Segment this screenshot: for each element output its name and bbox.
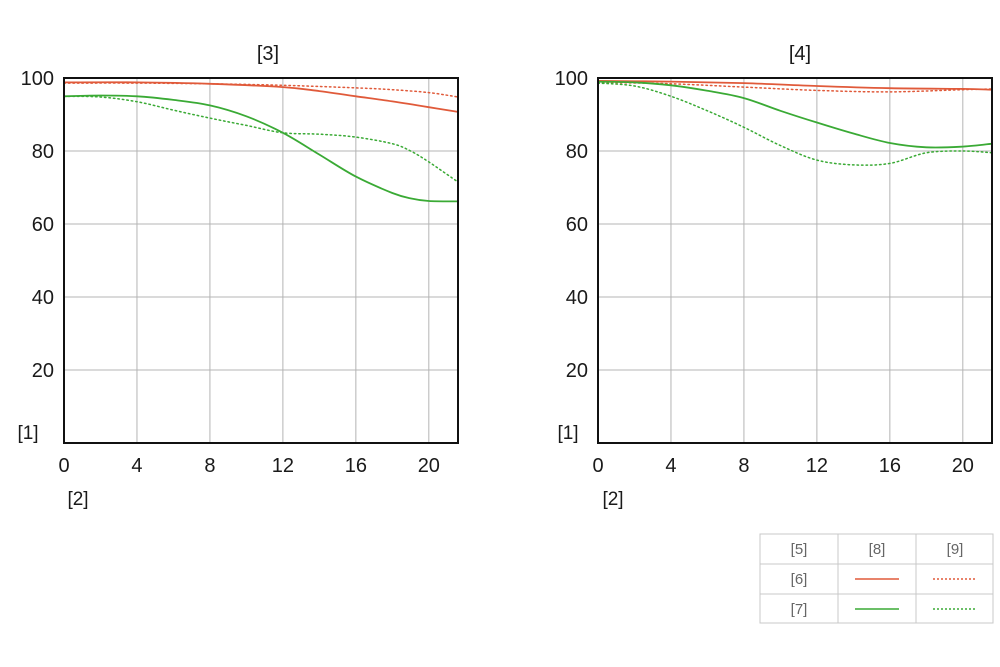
plot-frame <box>63 77 459 444</box>
y-axis-label: [1] <box>17 423 38 444</box>
y-tick-label: 80 <box>32 141 54 163</box>
series-line-dotted <box>597 82 993 166</box>
legend-table: [5] [8] [9] [6] [7] <box>759 533 994 624</box>
legend-header-label: [5] <box>791 541 808 558</box>
x-tick-label: 16 <box>879 455 901 477</box>
y-tick-label: 60 <box>566 214 588 236</box>
series-line-solid <box>597 80 993 91</box>
y-tick-label: 20 <box>32 360 54 382</box>
x-axis-label: [2] <box>67 489 88 510</box>
y-tick-label: 40 <box>32 287 54 309</box>
y-tick-label: 100 <box>555 68 588 90</box>
legend-grid <box>759 533 994 624</box>
x-axis-label: [2] <box>602 489 623 510</box>
x-tick-label: 12 <box>272 455 294 477</box>
legend-row-red-label: [6] <box>791 571 808 588</box>
y-tick-label: 40 <box>566 287 588 309</box>
y-axis-label: [1] <box>557 423 578 444</box>
x-tick-label: 0 <box>592 455 603 477</box>
y-tick-label: 80 <box>566 141 588 163</box>
x-tick-label: 0 <box>58 455 69 477</box>
series-line-dotted <box>63 95 459 183</box>
legend-header-dotted: [9] <box>947 541 964 558</box>
y-tick-label: 60 <box>32 214 54 236</box>
legend-row-green-label: [7] <box>791 601 808 618</box>
chart-title: [3] <box>257 43 279 65</box>
series-line-dotted <box>597 81 993 93</box>
series-line-solid <box>63 81 459 113</box>
chart-left: 20 40 60 80 100 0 4 8 12 16 20 [3] [1] [2] <box>17 43 459 510</box>
x-tick-label: 16 <box>345 455 367 477</box>
series-line-solid <box>597 80 993 149</box>
chart-right: 20 40 60 80 100 0 4 8 12 16 20 [4] [1] [2] <box>555 43 993 510</box>
x-tick-label: 8 <box>204 455 215 477</box>
series-line-dotted <box>63 82 459 98</box>
x-tick-label: 20 <box>418 455 440 477</box>
y-tick-label: 100 <box>21 68 54 90</box>
x-tick-label: 4 <box>665 455 676 477</box>
x-tick-label: 12 <box>806 455 828 477</box>
legend-header-solid: [8] <box>869 541 886 558</box>
plot-frame <box>597 77 993 444</box>
x-tick-label: 8 <box>738 455 749 477</box>
chart-title: [4] <box>789 43 811 65</box>
series-line-solid <box>63 94 459 203</box>
y-tick-label: 20 <box>566 360 588 382</box>
x-tick-label: 20 <box>952 455 974 477</box>
x-tick-label: 4 <box>131 455 142 477</box>
